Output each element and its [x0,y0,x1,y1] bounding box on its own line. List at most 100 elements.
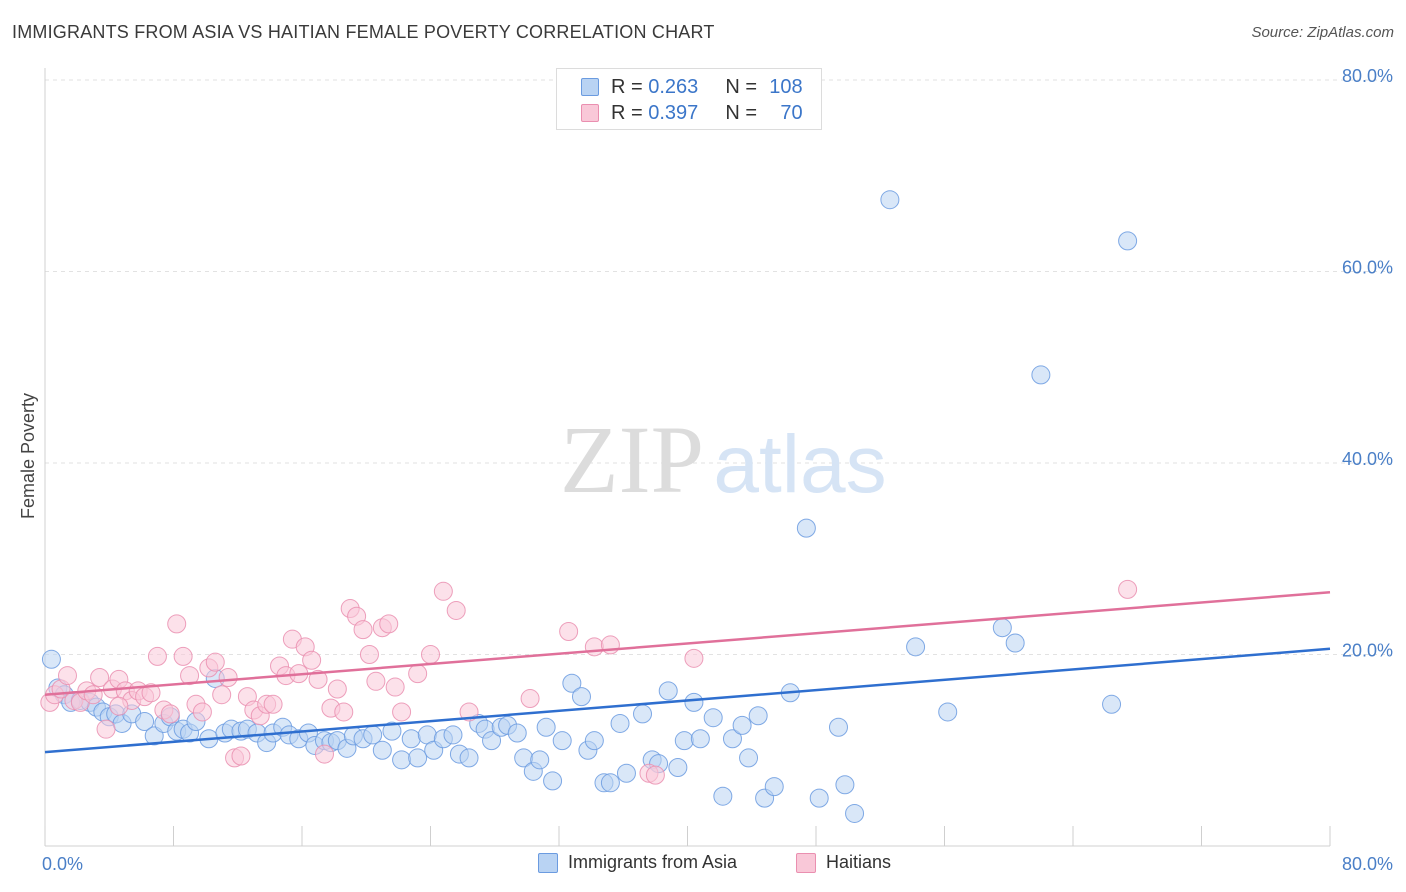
data-point [845,803,865,823]
data-point [433,581,453,601]
data-point [880,190,900,210]
n-label: N = [725,75,758,98]
series-legend: Immigrants from Asia Haitians [0,852,1406,878]
trend-line-asia [44,647,1331,754]
legend-row-asia: R = 0.263 N = 108 [581,75,803,99]
data-point [645,765,665,785]
series-haitians-points [40,579,1138,785]
data-point [392,750,412,770]
y-tick-labels: 20.0% 40.0% 60.0% 80.0% [1342,66,1393,661]
data-point [536,717,556,737]
data-point [231,746,251,766]
legend-swatch-pink [581,104,599,122]
data-point [160,704,180,724]
data-point [1005,633,1025,653]
data-point [421,645,440,664]
data-point [543,771,563,791]
data-point [90,667,110,687]
data-point [408,664,428,684]
data-point [938,702,958,722]
data-point [83,685,103,705]
n-value: 70 [780,101,803,124]
data-point [180,666,200,686]
data-point [1118,579,1138,599]
data-point [366,671,386,691]
y-axis-label: Female Poverty [18,393,38,519]
data-point [192,702,212,722]
data-point [401,729,421,749]
n-label: N = [725,101,758,124]
legend-item-haitians: Haitians [796,852,891,873]
data-point [302,650,322,670]
data-point [135,712,155,732]
data-point [334,702,354,722]
data-point [809,788,829,808]
data-point [57,666,77,686]
r-label: R = [611,101,643,124]
chart-title: IMMIGRANTS FROM ASIA VS HAITIAN FEMALE P… [12,22,715,42]
data-point [1102,694,1122,714]
data-point [459,748,479,768]
data-point [835,775,855,795]
data-point [327,679,347,699]
data-point [552,731,572,751]
legend-label: Immigrants from Asia [568,852,738,872]
legend-swatch-blue [581,78,599,96]
data-point [446,600,466,620]
data-point [739,748,759,768]
y-tick-label: 40.0% [1342,449,1393,469]
axes [44,68,1331,847]
data-point [828,717,848,737]
data-point [308,669,328,689]
data-point [600,773,620,793]
data-point [616,763,636,783]
data-point [703,708,723,728]
data-point [633,704,653,724]
data-point [482,731,502,751]
data-point [690,729,710,749]
series-immigrants-from-asia-points [41,190,1138,823]
watermark-zip: ZIP [560,406,704,513]
data-point [212,685,232,705]
data-point [359,645,379,664]
r-label: R = [611,75,643,98]
data-point [571,687,591,707]
data-point [363,725,383,745]
data-point [559,622,579,642]
data-point [141,683,161,703]
data-point [584,731,604,751]
data-point [173,646,193,666]
data-point [205,652,225,672]
data-point [314,744,334,764]
trend-lines [44,591,1331,754]
data-point [443,725,463,745]
data-point [109,696,129,716]
legend-item-immigrants-from-asia: Immigrants from Asia [538,852,737,873]
r-value: 0.263 [648,75,699,98]
data-point [722,729,742,749]
data-point [385,677,405,697]
legend-swatch-blue [538,852,558,873]
data-point [732,715,752,735]
data-point [353,620,373,640]
x-tick-label: 0.0% [42,854,83,874]
data-point [1031,365,1051,385]
data-point [147,646,167,666]
data-point [713,786,733,806]
data-point [96,719,116,739]
y-tick-label: 20.0% [1342,641,1393,661]
data-point [408,748,428,768]
legend-row-haitians: R = 0.397 N = 70 [581,101,803,125]
legend-swatch-pink [796,852,816,873]
gridlines [45,79,1392,655]
r-value: 0.397 [648,101,699,124]
data-point [41,649,61,669]
data-point [1118,231,1138,251]
n-value: 108 [769,75,803,98]
legend-label: Haitians [826,852,892,872]
watermark: ZIP atlas [560,406,887,513]
watermark-atlas: atlas [713,419,886,510]
source-label: Source: ZipAtlas.com [1251,24,1394,41]
data-point [684,692,704,712]
